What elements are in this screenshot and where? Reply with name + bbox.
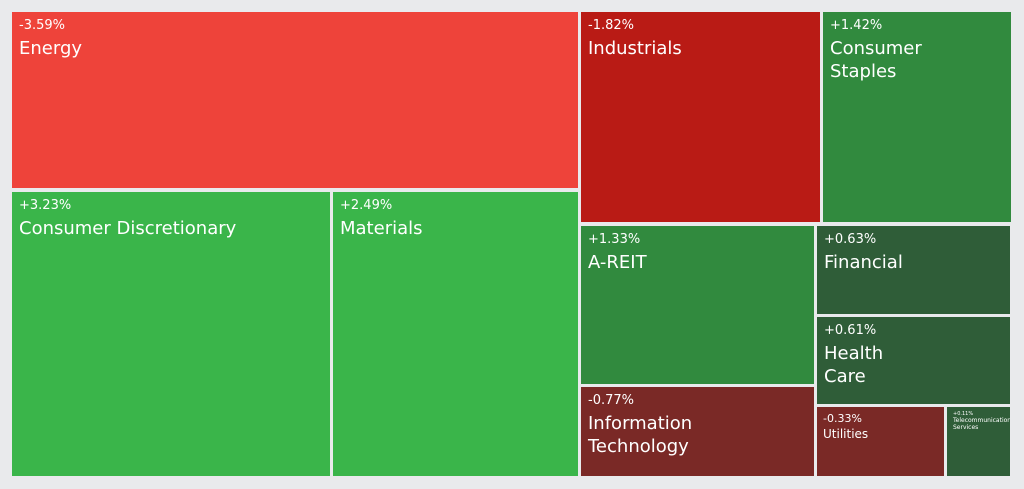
tile-change-information-technology: -0.77% <box>588 393 634 408</box>
tile-label-energy: Energy <box>19 38 83 59</box>
tile-energy[interactable]: -3.59% Energy <box>12 12 578 188</box>
tile-change-consumer-staples: +1.42% <box>830 18 883 33</box>
tile-change-materials: +2.49% <box>340 198 393 213</box>
tile-change-utilities: -0.33% <box>823 412 862 425</box>
tile-industrials[interactable]: -1.82% Industrials <box>581 12 820 222</box>
tile-label-financial: Financial <box>824 252 903 273</box>
tile-health-care[interactable]: +0.61% Health Care <box>817 317 1010 404</box>
tile-label-information-technology: Information Technology <box>588 413 693 457</box>
tile-change-consumer-discretionary: +3.23% <box>19 198 72 213</box>
tile-label-utilities: Utilities <box>823 427 869 441</box>
tile-change-financial: +0.63% <box>824 232 877 247</box>
tile-label-telecommunications-services: Telecommunications Services <box>953 417 1010 431</box>
tile-label-materials: Materials <box>340 218 423 239</box>
tile-label-consumer-staples: Consumer Staples <box>830 38 922 82</box>
tile-change-health-care: +0.61% <box>824 323 877 338</box>
tile-consumer-discretionary[interactable]: +3.23% Consumer Discretionary <box>12 192 330 476</box>
tile-materials[interactable]: +2.49% Materials <box>333 192 578 476</box>
tile-label-a-reit: A-REIT <box>588 252 647 273</box>
tile-label-health-care: Health Care <box>824 343 884 387</box>
tile-label-industrials: Industrials <box>588 38 682 59</box>
tile-consumer-staples[interactable]: +1.42% Consumer Staples <box>823 12 1011 222</box>
tile-change-industrials: -1.82% <box>588 18 634 33</box>
tile-a-reit[interactable]: +1.33% A-REIT <box>581 226 814 384</box>
tile-information-technology[interactable]: -0.77% Information Technology <box>581 387 814 476</box>
tile-change-telecommunications-services: +0.11% <box>953 411 974 417</box>
tile-financial[interactable]: +0.63% Financial <box>817 226 1010 314</box>
tile-telecommunications-services[interactable]: +0.11% Telecommunications Services <box>947 407 1010 476</box>
tile-label-consumer-discretionary: Consumer Discretionary <box>19 218 237 239</box>
tile-utilities[interactable]: -0.33% Utilities <box>817 407 944 476</box>
tile-change-a-reit: +1.33% <box>588 232 641 247</box>
tile-change-energy: -3.59% <box>19 18 65 33</box>
